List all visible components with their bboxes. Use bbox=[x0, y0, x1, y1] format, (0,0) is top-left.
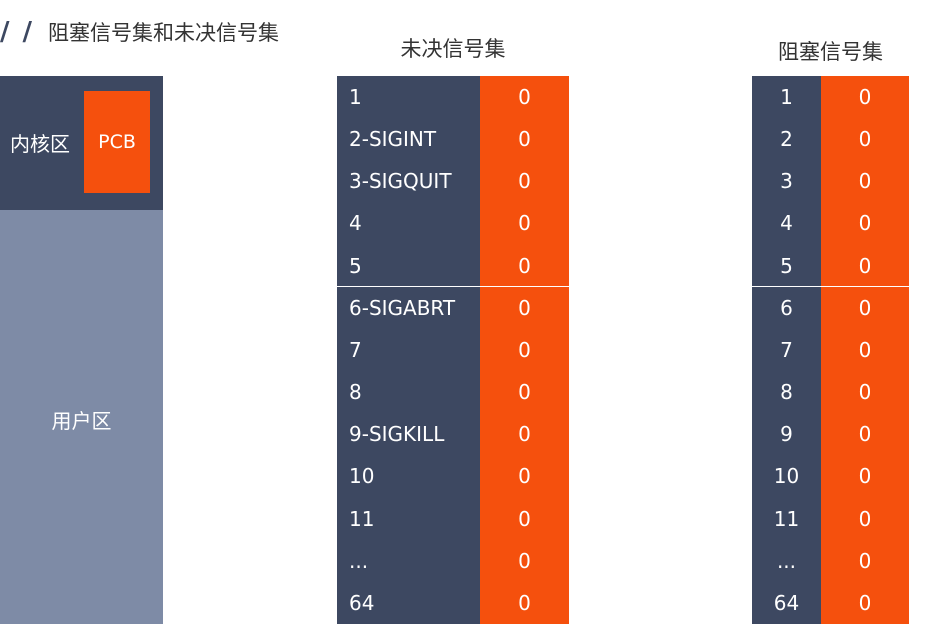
pending-signal-label: 11 bbox=[349, 506, 375, 531]
blocked-signal-label: 1 bbox=[780, 85, 793, 109]
blocked-signal-label: 8 bbox=[780, 380, 793, 405]
blocked-bit-value: 0 bbox=[858, 506, 872, 531]
pending-bit-value: 0 bbox=[518, 169, 531, 194]
blocked-signal-label: 64 bbox=[773, 590, 800, 615]
blocked-signal-label: 2 bbox=[780, 127, 793, 152]
pending-signal-label: 5 bbox=[349, 253, 362, 278]
blocked-signal-label: 11 bbox=[773, 506, 800, 531]
pending-label-column bbox=[337, 76, 480, 624]
blocked-bit-value: 0 bbox=[858, 337, 872, 362]
pending-signal-label: 64 bbox=[349, 590, 375, 615]
pending-bit-value: 0 bbox=[518, 422, 531, 447]
pending-bit-value: 0 bbox=[518, 506, 531, 531]
blocked-divider bbox=[752, 286, 909, 287]
blocked-row: 10 0 bbox=[752, 455, 909, 497]
pending-row: 9-SIGKILL 0 bbox=[337, 413, 569, 455]
pending-bit-value: 0 bbox=[518, 85, 531, 109]
blocked-bit-value: 0 bbox=[858, 295, 872, 320]
heading-title: 阻塞信号集和未决信号集 bbox=[48, 21, 280, 45]
pending-signal-label: 9-SIGKILL bbox=[349, 422, 445, 447]
pending-bit-value: 0 bbox=[518, 337, 531, 362]
pending-signal-table: 1 0 2-SIGINT 0 3-SIGQUIT 0 4 0 5 0 6-SIGABRT 0 7 0 8 0 9… bbox=[337, 76, 569, 624]
blocked-label-column bbox=[752, 76, 821, 624]
pending-row: 10 0 bbox=[337, 455, 569, 497]
blocked-set-title: 阻塞信号集 bbox=[778, 40, 883, 64]
blocked-signal-label: 10 bbox=[773, 464, 800, 489]
pending-signal-label: 1 bbox=[349, 85, 362, 109]
pcb-block: PCB bbox=[84, 91, 150, 193]
heading-slash-mark: / / bbox=[0, 17, 35, 47]
blocked-bit-value: 0 bbox=[858, 169, 872, 194]
pending-bit-value: 0 bbox=[518, 127, 531, 152]
pending-signal-label: 10 bbox=[349, 464, 375, 489]
pending-row: 2-SIGINT 0 bbox=[337, 118, 569, 160]
pending-signal-label: 4 bbox=[349, 211, 362, 236]
blocked-signal-table: 1 0 2 0 3 0 4 0 5 0 6 0 7 0 8 0 9 0 10 0 11 0... 0 64 0 bbox=[752, 76, 909, 624]
pending-value-column bbox=[480, 76, 569, 624]
blocked-signal-label: 3 bbox=[780, 169, 793, 194]
blocked-row: 11 0 bbox=[752, 498, 909, 540]
blocked-bit-value: 0 bbox=[858, 211, 872, 236]
pending-row: 11 0 bbox=[337, 498, 569, 540]
blocked-bit-value: 0 bbox=[858, 127, 872, 152]
user-space-block: 用户区 bbox=[0, 210, 163, 624]
slide-heading: / / 阻塞信号集和未决信号集 bbox=[0, 14, 279, 50]
blocked-row: ... 0 bbox=[752, 540, 909, 582]
user-space-label: 用户区 bbox=[51, 409, 112, 433]
pending-row: ... 0 bbox=[337, 540, 569, 582]
pcb-label: PCB bbox=[98, 131, 136, 153]
blocked-bit-value: 0 bbox=[858, 422, 872, 447]
pending-signal-label: 2-SIGINT bbox=[349, 127, 437, 152]
blocked-signal-label: 5 bbox=[780, 253, 793, 278]
pending-bit-value: 0 bbox=[518, 295, 531, 320]
blocked-bit-value: 0 bbox=[858, 380, 872, 405]
blocked-signal-label: 7 bbox=[780, 337, 793, 362]
blocked-value-column bbox=[821, 76, 909, 624]
blocked-bit-value: 0 bbox=[858, 464, 872, 489]
pending-set-title: 未决信号集 bbox=[400, 37, 506, 61]
pending-bit-value: 0 bbox=[518, 590, 531, 615]
pending-bit-value: 0 bbox=[518, 464, 531, 489]
pending-bit-value: 0 bbox=[518, 211, 531, 236]
blocked-bit-value: 0 bbox=[858, 85, 872, 109]
pending-divider bbox=[337, 286, 569, 287]
blocked-bit-value: 0 bbox=[858, 590, 872, 615]
pending-bit-value: 0 bbox=[518, 380, 531, 405]
pending-row: 64 0 bbox=[337, 582, 569, 624]
pending-row: 6-SIGABRT 0 bbox=[337, 287, 569, 329]
blocked-signal-label: 4 bbox=[780, 211, 793, 236]
pending-row: 3-SIGQUIT 0 bbox=[337, 160, 569, 202]
blocked-bit-value: 0 bbox=[858, 548, 872, 573]
pending-signal-label: 6-SIGABRT bbox=[349, 295, 456, 320]
blocked-signal-label: 6 bbox=[780, 295, 793, 320]
blocked-bit-value: 0 bbox=[858, 253, 872, 278]
blocked-signal-label: ... bbox=[776, 548, 797, 573]
blocked-row: 64 0 bbox=[752, 582, 909, 624]
pending-signal-label: ... bbox=[349, 548, 369, 573]
pending-signal-label: 8 bbox=[349, 380, 362, 405]
blocked-signal-label: 9 bbox=[780, 422, 793, 447]
pending-signal-label: 7 bbox=[349, 337, 362, 362]
kernel-space-label: 内核区 bbox=[10, 132, 70, 156]
pending-bit-value: 0 bbox=[518, 548, 531, 573]
kernel-space-block: 内核区 PCB bbox=[0, 76, 163, 210]
pending-signal-label: 3-SIGQUIT bbox=[349, 169, 452, 194]
pending-bit-value: 0 bbox=[518, 253, 531, 278]
